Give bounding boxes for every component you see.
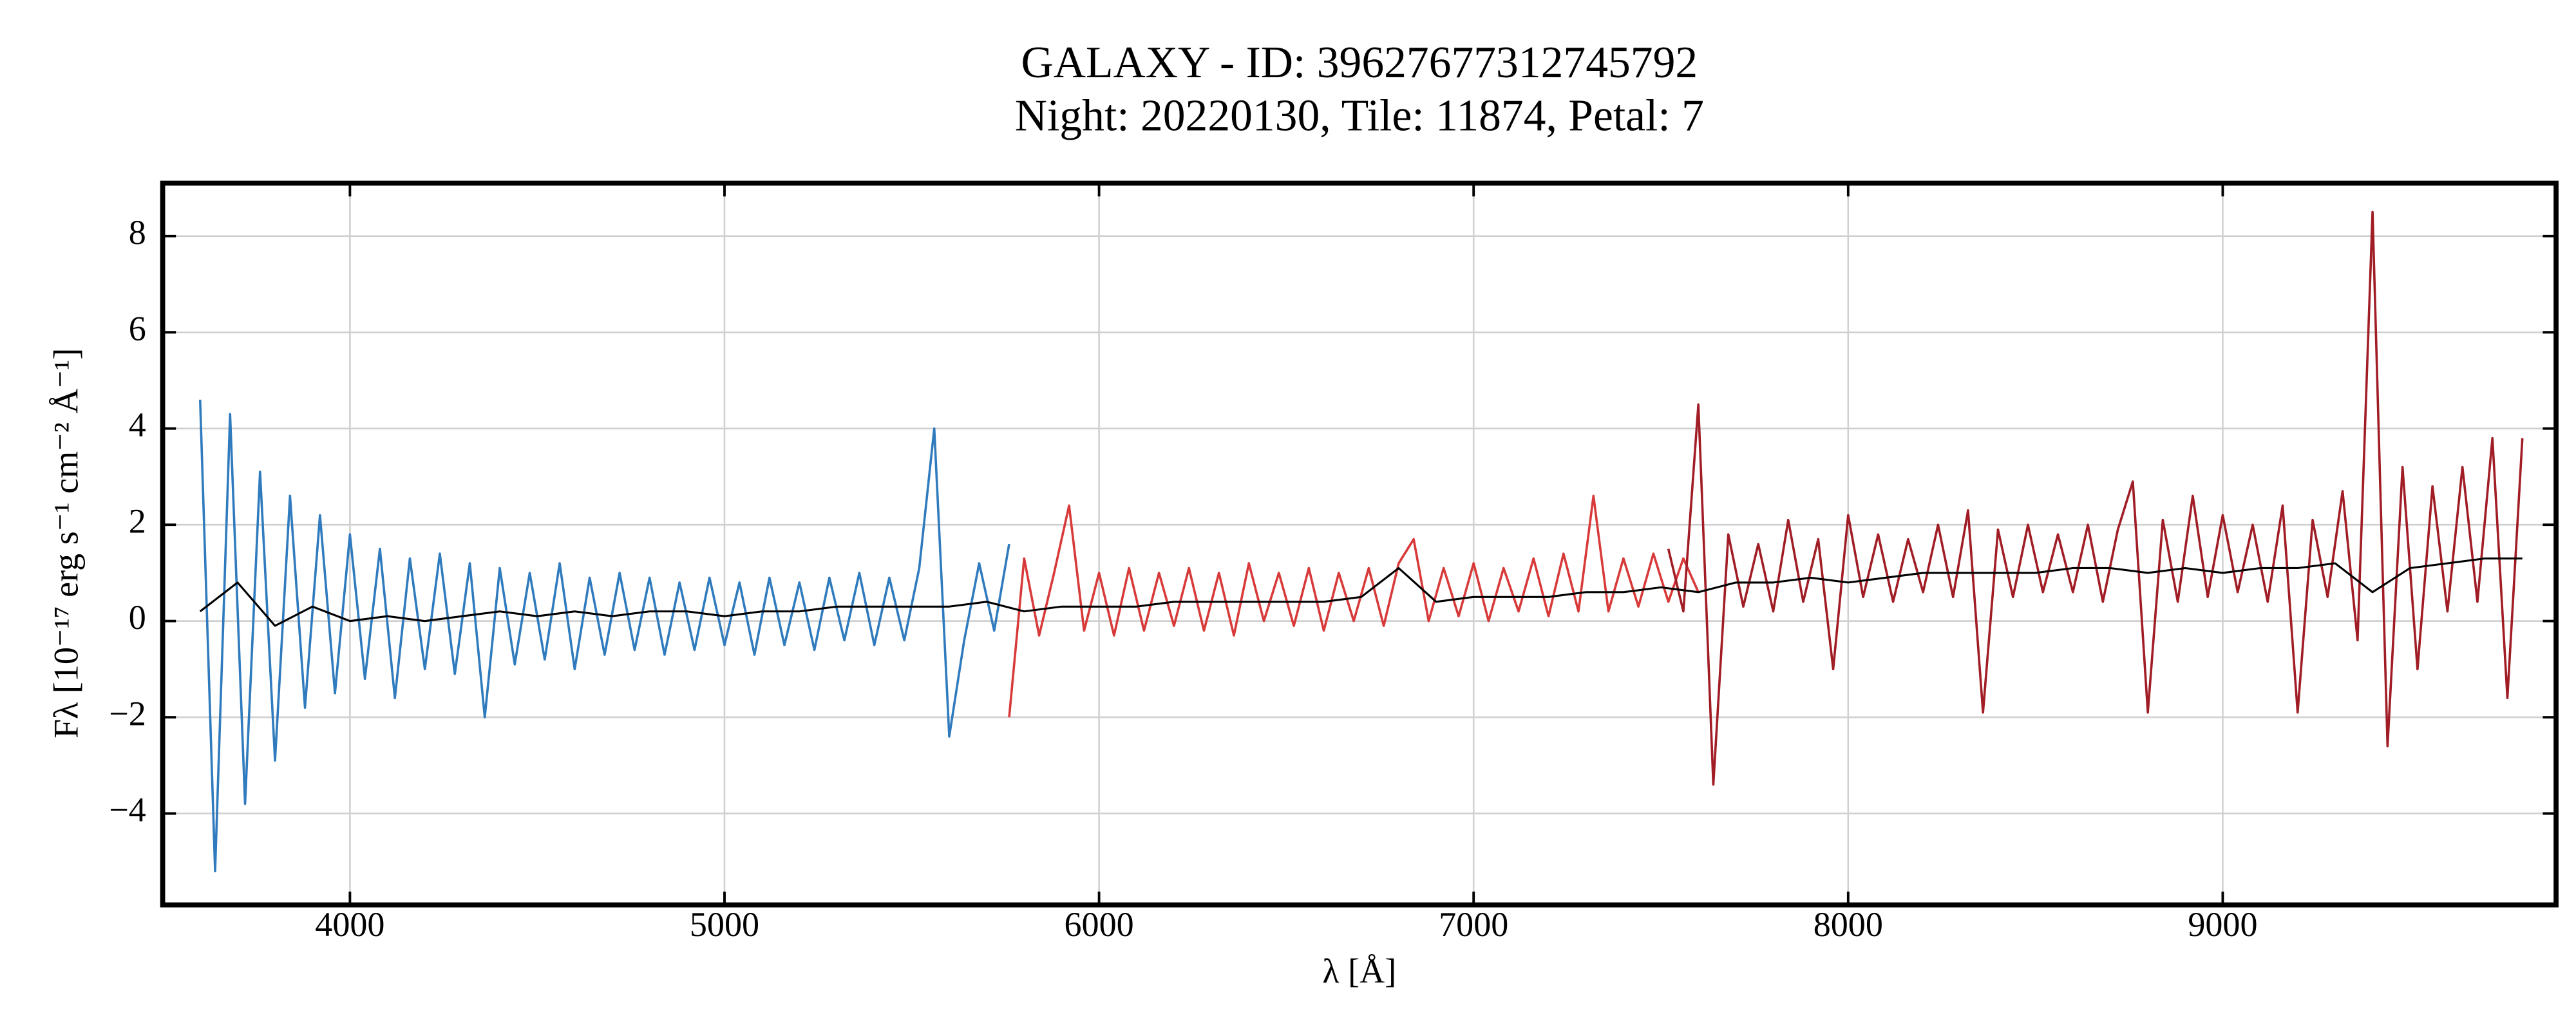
x-tick-label: 9000 bbox=[2188, 905, 2257, 944]
y-tick-label: 2 bbox=[129, 502, 146, 541]
plot-area bbox=[198, 211, 2524, 873]
plot-frame bbox=[160, 180, 2559, 908]
x-tick-label: 5000 bbox=[690, 905, 759, 944]
y-axis-label: Fλ [10⁻¹⁷ erg s⁻¹ cm⁻² Å⁻¹] bbox=[47, 348, 86, 738]
y-tick-label: −4 bbox=[109, 791, 146, 829]
grid bbox=[162, 183, 2557, 905]
y-tick-label: 8 bbox=[129, 213, 146, 252]
y-tick-label: 6 bbox=[129, 310, 146, 348]
spectrum-line bbox=[1008, 494, 1700, 718]
spectrum-line bbox=[198, 399, 1010, 873]
spectrum-line bbox=[1667, 211, 2524, 786]
chart-subtitle: Night: 20220130, Tile: 11874, Petal: 7 bbox=[1015, 91, 1704, 141]
x-tick-label: 6000 bbox=[1064, 905, 1133, 944]
x-tick-label: 7000 bbox=[1439, 905, 1508, 944]
y-tick-label: 0 bbox=[129, 598, 146, 637]
x-tick-label: 8000 bbox=[1814, 905, 1883, 944]
chart-title: GALAXY - ID: 39627677312745792 bbox=[1021, 38, 1698, 88]
x-tick-label: 4000 bbox=[315, 905, 384, 944]
x-axis-label: λ [Å] bbox=[1322, 951, 1396, 990]
axes: 4000 5000 6000 7000 8000 9000 −4 −2 0 2 4 6 8 bbox=[109, 183, 2557, 944]
y-tick-label: −2 bbox=[109, 695, 146, 733]
spectrum-line bbox=[199, 557, 2523, 627]
y-tick-label: 4 bbox=[129, 406, 146, 444]
